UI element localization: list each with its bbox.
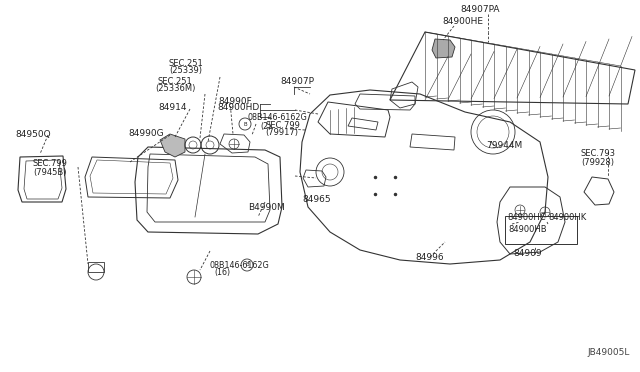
Text: 84900HC: 84900HC [507, 214, 546, 222]
Text: 84909: 84909 [514, 250, 542, 259]
Text: (2): (2) [260, 122, 271, 131]
Text: SEC.799: SEC.799 [33, 160, 67, 169]
Text: 08B146-6162G: 08B146-6162G [210, 260, 269, 269]
Text: (7945B): (7945B) [33, 167, 67, 176]
Text: SEC.793: SEC.793 [580, 150, 616, 158]
Text: B4990M: B4990M [248, 202, 285, 212]
Text: 84900HE: 84900HE [442, 17, 483, 26]
Text: 84900HB: 84900HB [509, 224, 547, 234]
Text: 79944M: 79944M [486, 141, 522, 151]
Text: JB49005L: JB49005L [588, 348, 630, 357]
Text: B: B [243, 122, 247, 126]
Text: 84990G: 84990G [128, 129, 164, 138]
Text: 84950Q: 84950Q [15, 131, 51, 140]
Text: 84900HK: 84900HK [548, 214, 586, 222]
Text: SEC.251: SEC.251 [157, 77, 193, 87]
Text: (25339): (25339) [170, 67, 202, 76]
Text: B: B [245, 263, 249, 267]
Polygon shape [432, 39, 455, 58]
Text: 84907P: 84907P [280, 77, 314, 87]
Text: 84900HD: 84900HD [218, 103, 260, 112]
Text: (16): (16) [214, 269, 230, 278]
Text: 84990F: 84990F [218, 97, 252, 106]
Text: SEC.251: SEC.251 [168, 60, 204, 68]
Text: 84914: 84914 [158, 103, 186, 112]
Bar [505, 216, 577, 244]
Text: (79928): (79928) [582, 157, 614, 167]
Text: (79917): (79917) [265, 128, 298, 138]
Text: 84996: 84996 [416, 253, 444, 262]
Text: 84965: 84965 [302, 196, 331, 205]
Polygon shape [160, 134, 185, 157]
Text: (25336M): (25336M) [155, 84, 195, 93]
Text: 84907PA: 84907PA [460, 6, 500, 15]
Text: SEC.799: SEC.799 [265, 122, 300, 131]
Text: 08B146-6162G: 08B146-6162G [248, 113, 308, 122]
